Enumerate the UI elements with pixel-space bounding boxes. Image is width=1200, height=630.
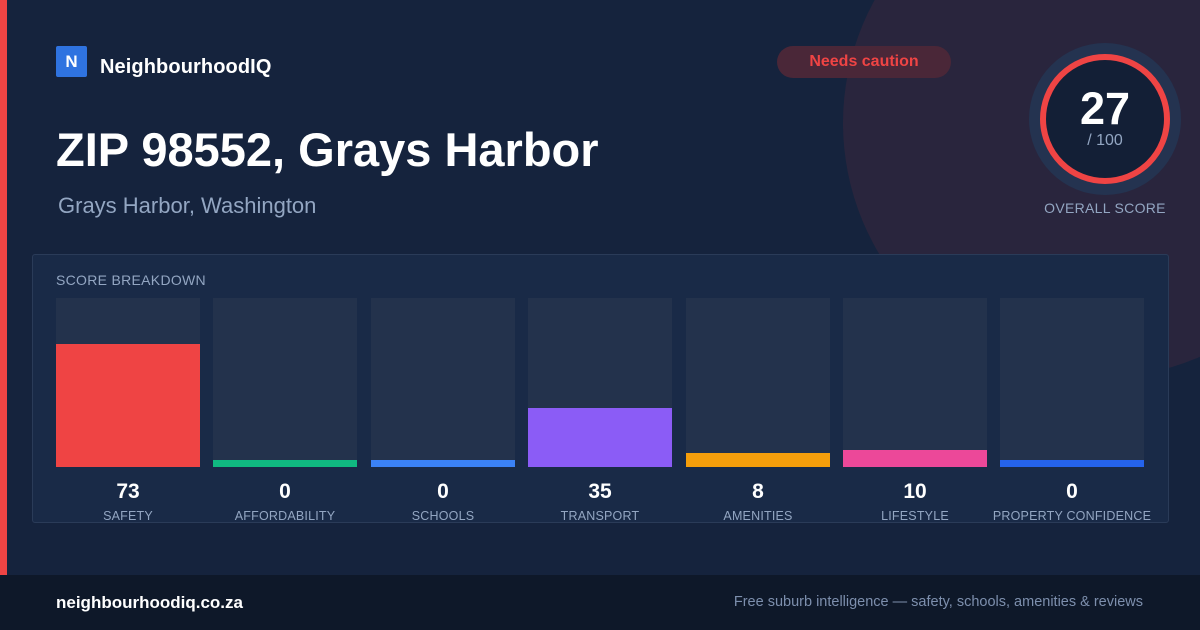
bar: [528, 408, 672, 467]
status-badge: Needs caution: [777, 46, 951, 78]
bar-category-label: SCHOOLS: [411, 509, 475, 523]
gauge-score-ring: [1040, 54, 1170, 184]
bar-track: [843, 298, 987, 467]
bar-category-label: LIFESTYLE: [881, 509, 949, 523]
bar-category-label: AFFORDABILITY: [234, 509, 336, 523]
bar-category-label: TRANSPORT: [560, 509, 640, 523]
footer-bar: [0, 575, 1200, 630]
bar: [843, 450, 987, 467]
overall-score-gauge: [1029, 43, 1181, 195]
bar-category-label: SAFETY: [103, 509, 153, 523]
brand-logo-icon: N: [56, 46, 87, 77]
bar-value-label: 0: [1066, 480, 1078, 503]
bar-value-label: 0: [279, 480, 291, 503]
bar: [213, 460, 357, 467]
bar: [56, 344, 200, 467]
bar-value-label: 8: [752, 480, 764, 503]
accent-stripe: [0, 0, 7, 575]
gauge-inner-disc: [1043, 57, 1167, 181]
score-breakdown-title: SCORE BREAKDOWN: [56, 272, 206, 288]
bar-track: [371, 298, 515, 467]
bar-value-label: 0: [437, 480, 449, 503]
bar-category-label: AMENITIES: [723, 509, 793, 523]
bar-value-label: 10: [903, 480, 927, 503]
page-subtitle: Grays Harbor, Washington: [58, 193, 317, 218]
bar-category-label: PROPERTY CONFIDENCE: [992, 509, 1152, 523]
bar-track: [528, 298, 672, 467]
bar-value-label: 35: [588, 480, 612, 503]
overall-score-value: 27: [1079, 83, 1131, 134]
bar: [686, 453, 830, 467]
bar: [1000, 460, 1144, 467]
footer-tagline: Free suburb intelligence — safety, schoo…: [733, 594, 1143, 610]
bar-track: [1000, 298, 1144, 467]
bar: [371, 460, 515, 467]
page-title: ZIP 98552, Grays Harbor: [56, 123, 599, 176]
bar-track: [686, 298, 830, 467]
overall-score-caption: OVERALL SCORE: [1044, 200, 1166, 216]
bar-value-label: 73: [116, 480, 140, 503]
bar-track: [213, 298, 357, 467]
bar-track: [56, 298, 200, 467]
brand-name: NeighbourhoodIQ: [100, 56, 272, 78]
footer-domain: neighbourhoodiq.co.za: [56, 593, 243, 612]
overall-score-max: / 100: [1087, 132, 1123, 149]
